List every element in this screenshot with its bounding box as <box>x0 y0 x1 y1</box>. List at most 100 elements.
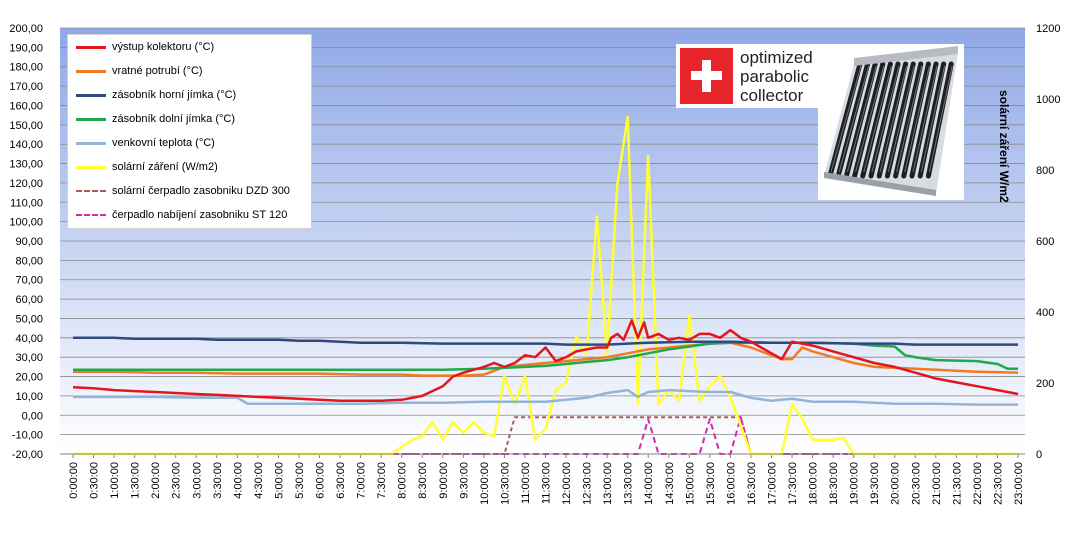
legend-label: zásobník dolní jímka (°C) <box>112 113 235 125</box>
legend-item: vratné potrubí (°C) <box>76 64 203 78</box>
x-tick-label: 8:00:00 <box>397 462 409 499</box>
tube-highlight <box>928 65 953 173</box>
left-tick-label: 90,00 <box>15 236 43 248</box>
right-tick-label: 1200 <box>1036 23 1060 35</box>
x-tick-label: 15:00:00 <box>684 462 696 505</box>
left-tick-label: 180,00 <box>9 62 43 74</box>
x-tick-label: 12:00:00 <box>561 462 573 505</box>
legend-item: zásobník dolní jímka (°C) <box>76 112 235 126</box>
left-tick-label: 40,00 <box>15 333 43 345</box>
x-tick-label: 20:30:00 <box>910 462 922 505</box>
legend-swatch <box>76 141 106 145</box>
left-tick-label: 200,00 <box>9 23 43 35</box>
left-tick-label: 190,00 <box>9 42 43 54</box>
x-tick-label: 5:30:00 <box>294 462 306 499</box>
left-tick-label: 120,00 <box>9 178 43 190</box>
series-lines <box>72 115 1019 456</box>
left-tick-label: 0,00 <box>22 410 43 422</box>
x-tick-label: 19:30:00 <box>869 462 881 505</box>
x-tick-label: 21:00:00 <box>931 462 943 505</box>
x-axis-ticks: 0:00:00 0:30:00 1:00:00 1:30:00 2:00:00 2:30:… <box>68 454 1025 505</box>
x-tick-label: 16:00:00 <box>725 462 737 505</box>
legend-item: výstup kolektoru (°C) <box>76 40 214 54</box>
right-tick-label: 600 <box>1036 236 1054 248</box>
legend-swatch <box>76 117 106 121</box>
x-tick-label: 14:30:00 <box>664 462 676 505</box>
x-tick-label: 20:00:00 <box>890 462 902 505</box>
left-tick-label: 150,00 <box>9 120 43 132</box>
tube-highlight <box>830 65 862 173</box>
legend-swatch <box>76 165 106 169</box>
legend-swatch <box>76 214 106 216</box>
logo-line-1: optimized <box>740 48 813 67</box>
legend-swatch <box>76 45 106 49</box>
legend-item: čerpadlo nabíjení zasobniku ST 120 <box>76 208 287 222</box>
legend-item: zásobník horní jímka (°C) <box>76 88 236 102</box>
x-tick-label: 21:30:00 <box>951 462 963 505</box>
x-tick-label: 8:30:00 <box>417 462 429 499</box>
right-axis-label: solární záření W/m2 <box>997 90 1011 203</box>
right-tick-label: 800 <box>1036 165 1054 177</box>
tube-highlight <box>896 65 923 173</box>
x-tick-label: 22:30:00 <box>992 462 1004 505</box>
series-line <box>73 341 1018 372</box>
legend: výstup kolektoru (°C) vratné potrubí (°C)… <box>67 34 312 229</box>
series-line <box>73 341 1019 377</box>
x-tick-label: 17:00:00 <box>766 462 778 505</box>
x-tick-label: 17:30:00 <box>787 462 799 505</box>
x-tick-label: 16:30:00 <box>746 462 758 505</box>
tube-highlight <box>912 65 938 173</box>
left-axis-ticks: 200,00 190,00 180,00 170,00 160,00 150,00 140,… <box>9 23 43 461</box>
tube-highlight <box>838 65 870 173</box>
x-tick-label: 13:30:00 <box>623 462 635 505</box>
x-tick-label: 4:00:00 <box>232 462 244 499</box>
x-tick-label: 6:30:00 <box>335 462 347 499</box>
x-tick-label: 0:00:00 <box>68 462 80 499</box>
left-tick-label: 20,00 <box>15 372 43 384</box>
x-tick-label: 11:00:00 <box>520 462 532 504</box>
left-tick-label: 100,00 <box>9 217 43 229</box>
solar-collector-icon <box>818 44 964 200</box>
logo: optimized parabolic collector <box>676 44 822 108</box>
logo-text: optimized parabolic collector <box>740 48 813 105</box>
swiss-cross-icon <box>680 48 733 104</box>
left-tick-label: 30,00 <box>15 352 43 364</box>
x-tick-label: 15:30:00 <box>705 462 717 505</box>
series-line <box>73 388 1018 406</box>
left-tick-label: -10,00 <box>12 430 43 442</box>
series-line <box>73 336 1018 346</box>
x-tick-label: 23:00:00 <box>1013 462 1025 505</box>
legend-swatch <box>76 93 106 97</box>
left-tick-label: 130,00 <box>9 159 43 171</box>
left-tick-label: -20,00 <box>12 449 43 461</box>
legend-label: vratné potrubí (°C) <box>112 65 203 77</box>
x-tick-label: 2:00:00 <box>150 462 162 499</box>
x-tick-label: 13:00:00 <box>602 462 614 505</box>
left-tick-label: 140,00 <box>9 139 43 151</box>
tube-highlight <box>887 65 915 173</box>
tube-highlight <box>863 65 892 173</box>
right-axis-ticks: 1200 1000 800 600 400 200 0 <box>1036 23 1060 461</box>
legend-label: výstup kolektoru (°C) <box>112 41 215 53</box>
left-tick-label: 60,00 <box>15 294 43 306</box>
tube-highlight <box>879 65 908 173</box>
x-tick-label: 7:00:00 <box>356 462 368 499</box>
x-tick-label: 7:30:00 <box>376 462 388 499</box>
x-tick-label: 5:00:00 <box>273 462 285 499</box>
tube-highlight <box>871 65 900 173</box>
x-tick-label: 14:00:00 <box>643 462 655 505</box>
right-tick-label: 0 <box>1036 449 1042 461</box>
series-line <box>73 416 1018 455</box>
legend-label: čerpadlo nabíjení zasobniku ST 120 <box>112 209 288 221</box>
x-tick-label: 2:30:00 <box>171 462 183 499</box>
x-tick-label: 19:00:00 <box>849 462 861 505</box>
legend-item: venkovní teplota (°C) <box>76 136 215 150</box>
left-tick-label: 160,00 <box>9 100 43 112</box>
left-tick-label: 70,00 <box>15 275 43 287</box>
left-tick-label: 80,00 <box>15 255 43 267</box>
collector-product-image <box>818 44 964 200</box>
right-tick-label: 200 <box>1036 378 1054 390</box>
left-tick-label: 10,00 <box>15 391 43 403</box>
legend-label: venkovní teplota (°C) <box>112 137 215 149</box>
tube-highlight <box>855 65 885 173</box>
